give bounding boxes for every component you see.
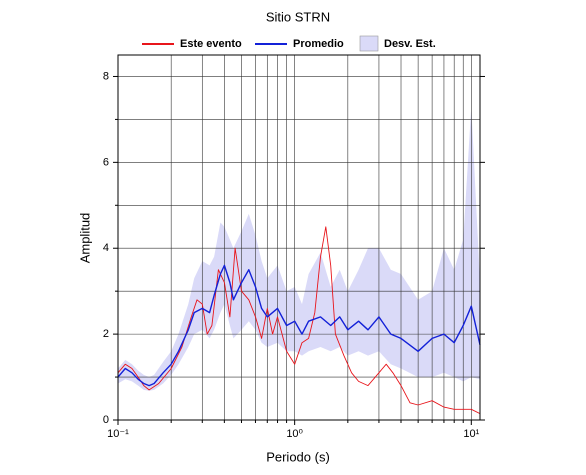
legend-label: Este evento — [180, 38, 242, 50]
y-axis-title: Amplitud — [77, 213, 92, 264]
legend-label: Desv. Est. — [384, 38, 436, 50]
chart-title: Sitio STRN — [266, 9, 330, 24]
y-tick-label: 0 — [103, 414, 109, 426]
x-tick-label: 10⁻¹ — [107, 428, 129, 440]
legend-swatch — [359, 35, 379, 52]
y-tick-label: 4 — [103, 242, 109, 254]
x-axis-title: Periodo (s) — [266, 449, 330, 464]
y-tick-label: 8 — [103, 70, 109, 82]
x-tick-label: 10¹ — [463, 428, 479, 440]
std-band — [118, 106, 480, 391]
x-tick-label: 10⁰ — [286, 428, 303, 440]
series-line — [117, 264, 481, 387]
plot-frame — [117, 54, 481, 421]
y-tick-label: 6 — [103, 156, 109, 168]
y-tick-label: 2 — [103, 328, 109, 340]
legend-label: Promedio — [293, 38, 344, 50]
